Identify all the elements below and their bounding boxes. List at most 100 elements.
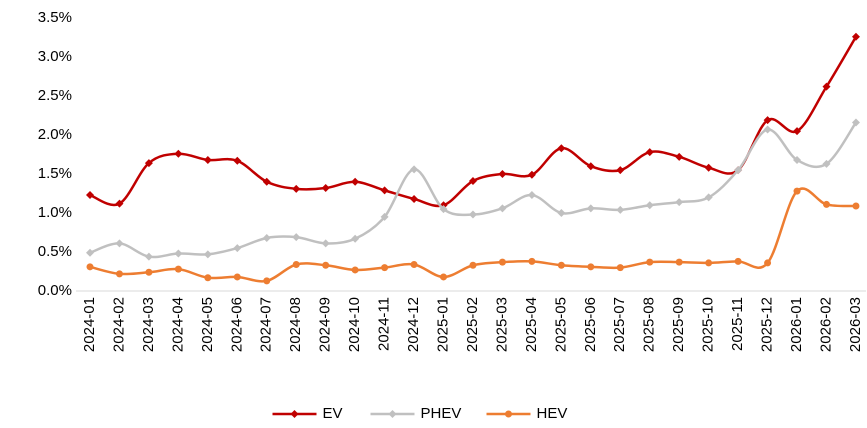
x-tick-label: 2024-11: [376, 297, 393, 351]
marker: [290, 410, 299, 418]
marker: [852, 202, 860, 210]
marker: [793, 187, 801, 195]
x-tick-label: 2025-10: [700, 297, 717, 352]
marker: [793, 127, 802, 136]
x-tick-label: 2025-06: [582, 297, 599, 352]
marker: [86, 263, 94, 271]
line: [89, 121, 857, 259]
marker: [557, 209, 566, 217]
legend-label: HEV: [537, 405, 568, 422]
x-tick-label: 2024-10: [346, 297, 363, 352]
x-tick-label: 2024-04: [169, 297, 186, 352]
x-tick-label: 2025-09: [670, 297, 687, 352]
x-tick-label: 2025-05: [552, 297, 569, 352]
x-tick-label: 2025-12: [759, 297, 776, 352]
y-tick-label: 0.5%: [38, 243, 72, 260]
marker: [380, 212, 389, 221]
y-tick-label: 3.0%: [38, 48, 72, 65]
marker: [381, 264, 389, 272]
marker: [292, 260, 300, 268]
marker: [498, 258, 506, 266]
marker: [410, 194, 419, 203]
marker: [174, 249, 183, 258]
x-tick-label: 2025-04: [523, 297, 540, 352]
marker: [233, 244, 242, 253]
x-tick-label: 2025-08: [641, 297, 658, 352]
marker: [505, 410, 512, 418]
y-tick-label: 2.5%: [38, 87, 72, 104]
marker: [233, 156, 242, 165]
x-tick-label: 2026-03: [847, 297, 864, 352]
x-tick-label: 2025-11: [729, 297, 746, 351]
marker: [145, 268, 153, 276]
marker: [734, 166, 743, 175]
legend: EV PHEV HEV: [272, 405, 568, 422]
marker: [380, 186, 389, 195]
marker: [351, 266, 359, 274]
marker: [705, 259, 713, 267]
x-tick-label: 2024-01: [81, 297, 98, 352]
marker: [557, 261, 565, 269]
x-tick-label: 2024-09: [317, 297, 334, 352]
marker: [527, 170, 536, 179]
marker: [851, 32, 860, 41]
x-tick-label: 2026-01: [788, 297, 805, 352]
marker: [115, 270, 123, 278]
marker: [616, 166, 625, 175]
marker: [440, 273, 448, 281]
marker: [262, 233, 271, 242]
marker: [321, 239, 330, 248]
marker: [292, 233, 301, 242]
marker: [439, 205, 448, 214]
marker: [174, 265, 182, 273]
marker: [616, 264, 624, 272]
marker: [793, 155, 802, 164]
marker: [174, 149, 183, 158]
y-tick-label: 3.5%: [38, 9, 72, 26]
marker: [528, 257, 536, 265]
marker: [144, 159, 153, 168]
x-tick-label: 2024-02: [110, 297, 127, 352]
marker: [764, 259, 772, 267]
marker: [321, 184, 330, 193]
marker: [823, 200, 830, 208]
y-tick-label: 2.0%: [38, 126, 72, 143]
legend-item: HEV: [486, 405, 568, 422]
marker: [734, 257, 742, 265]
x-tick-label: 2025-07: [611, 297, 628, 352]
marker: [351, 177, 360, 186]
y-tick-label: 1.0%: [38, 204, 72, 221]
y-tick-label: 0.0%: [38, 282, 72, 299]
legend-label: PHEV: [421, 405, 462, 422]
marker: [763, 116, 772, 125]
marker: [527, 191, 536, 200]
marker: [498, 170, 507, 178]
marker: [203, 155, 212, 164]
x-tick-label: 2024-06: [228, 297, 245, 352]
x-tick-label: 2024-03: [140, 297, 157, 352]
legend-item: EV: [272, 405, 343, 422]
marker: [86, 248, 94, 257]
marker: [851, 118, 860, 127]
marker: [822, 159, 831, 168]
marker: [469, 261, 477, 269]
marker: [351, 234, 360, 243]
x-tick-label: 2026-02: [817, 297, 834, 352]
marker: [115, 199, 124, 208]
marker: [262, 177, 271, 186]
marker: [822, 82, 831, 91]
marker: [704, 193, 713, 202]
legend-label: EV: [323, 405, 343, 422]
marker: [468, 177, 477, 186]
marker: [586, 204, 595, 213]
marker: [388, 410, 397, 418]
x-tick-label: 2025-02: [464, 297, 481, 352]
marker: [410, 260, 418, 268]
marker: [675, 258, 683, 266]
marker: [144, 252, 153, 261]
marker: [675, 198, 684, 207]
x-tick-label: 2025-01: [434, 297, 451, 352]
marker: [704, 163, 713, 172]
marker: [204, 274, 212, 282]
